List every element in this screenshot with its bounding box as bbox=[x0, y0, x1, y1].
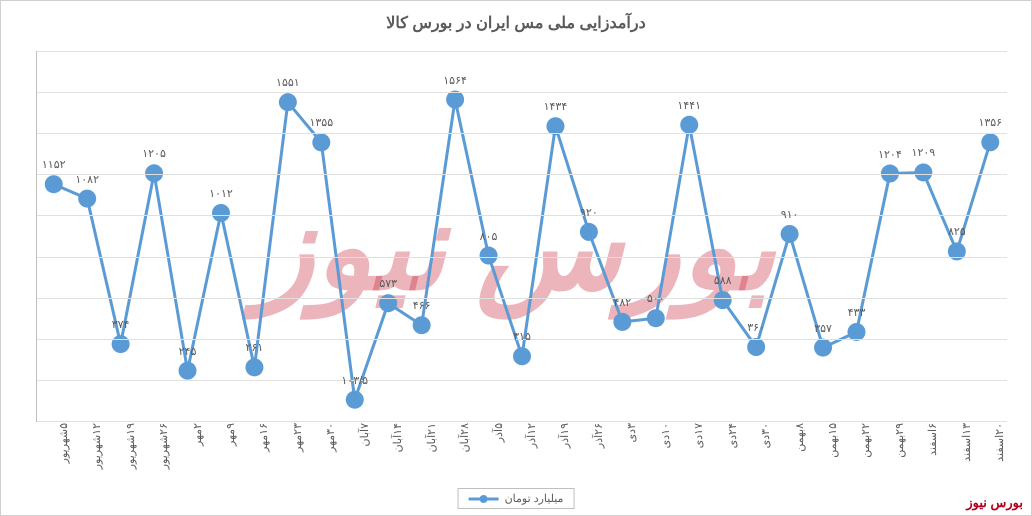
x-axis-label: ۲۶شهریور bbox=[157, 423, 170, 469]
data-marker bbox=[145, 164, 163, 182]
x-axis-label: ۱۲آذر bbox=[525, 423, 538, 448]
x-axis-label: ۳۰مهر bbox=[324, 423, 337, 452]
gridline bbox=[37, 215, 1007, 216]
x-axis-label: ۸بهمن bbox=[793, 423, 806, 452]
x-axis-label: ۲۳مهر bbox=[291, 423, 304, 452]
data-value-label: ۱۱۵۲ bbox=[42, 158, 66, 171]
x-axis-label: ۱۲شهریور bbox=[90, 423, 103, 469]
gridline bbox=[37, 92, 1007, 93]
data-value-label: ۴۸۲ bbox=[613, 296, 631, 309]
data-value-label: ۳۷۴ bbox=[112, 318, 130, 331]
data-value-label: ۵۸۸ bbox=[714, 274, 732, 287]
x-axis-label: ۲۴دی bbox=[726, 423, 739, 448]
data-value-label: ۵۷۳ bbox=[379, 277, 397, 290]
data-value-label: ۱۳۵۵ bbox=[309, 116, 333, 129]
data-value-label: ۱۲۰۹ bbox=[912, 146, 936, 159]
data-value-label: ۸۲۵ bbox=[948, 225, 966, 238]
x-axis-label: ۲۰اسفند bbox=[993, 423, 1006, 462]
data-value-label: ۵۰۰ bbox=[647, 292, 665, 305]
data-value-label: ۱۰۳/۵ bbox=[341, 374, 368, 387]
data-value-label: ۹۱۰ bbox=[781, 208, 799, 221]
x-axis-label: ۲۶آذر bbox=[592, 423, 605, 448]
gridline bbox=[37, 174, 1007, 175]
data-marker bbox=[312, 133, 330, 151]
gridline bbox=[37, 133, 1007, 134]
gridline bbox=[37, 380, 1007, 381]
data-marker bbox=[914, 163, 932, 181]
x-axis-label: ۱۳اسفند bbox=[960, 423, 973, 462]
data-value-label: ۱۳۵۶ bbox=[978, 116, 1002, 129]
data-value-label: ۹۲۰ bbox=[580, 206, 598, 219]
data-marker bbox=[714, 291, 732, 309]
data-marker bbox=[413, 316, 431, 334]
x-axis-label: ۵آذر bbox=[492, 423, 505, 442]
x-axis-label: ۲۸آبان bbox=[458, 423, 471, 452]
data-marker bbox=[680, 116, 698, 134]
data-marker bbox=[279, 93, 297, 111]
data-value-label: ۲۶۱ bbox=[246, 341, 264, 354]
data-marker bbox=[245, 358, 263, 376]
x-axis-label: ۲مهر bbox=[191, 423, 204, 446]
chart-container: درآمدزایی ملی مس ایران در بورس کالا بورس… bbox=[0, 0, 1032, 516]
x-axis-label: ۲۹بهمن bbox=[893, 423, 906, 458]
legend-marker-icon bbox=[469, 494, 499, 504]
data-marker bbox=[179, 362, 197, 380]
data-marker bbox=[981, 133, 999, 151]
x-axis-label: ۱۵بهمن bbox=[826, 423, 839, 458]
data-value-label: ۴۳۳ bbox=[848, 306, 866, 319]
gridline bbox=[37, 298, 1007, 299]
data-marker bbox=[613, 313, 631, 331]
data-value-label: ۱۴۳۴ bbox=[544, 100, 568, 113]
data-marker bbox=[346, 391, 364, 409]
data-marker bbox=[814, 339, 832, 357]
gridline bbox=[37, 257, 1007, 258]
x-axis-label: ۱۰دی bbox=[659, 423, 672, 448]
x-axis-label: ۱۷دی bbox=[692, 423, 705, 448]
x-axis-label: ۳۰دی bbox=[759, 423, 772, 448]
plot-area: ۱۱۵۲ ۱۰۸۲ ۳۷۴ ۱۲۰۵ ۲۴۵ ۱۰۱۲ ۲۶۱ ۱۵۵۱ ۱۳۵۵ ۱۰۳/۵ ۵۷… bbox=[36, 51, 1007, 422]
x-axis-label: ۱۹آذر bbox=[558, 423, 571, 448]
data-marker bbox=[747, 338, 765, 356]
data-value-label: ۳۵۷ bbox=[814, 322, 832, 335]
legend: میلیارد تومان bbox=[458, 488, 575, 509]
data-value-label: ۳۶۰ bbox=[747, 321, 765, 334]
data-marker bbox=[45, 175, 63, 193]
data-value-label: ۱۰۸۲ bbox=[75, 173, 99, 186]
data-marker bbox=[513, 347, 531, 365]
data-value-label: ۲۴۵ bbox=[179, 345, 197, 358]
data-marker bbox=[948, 242, 966, 260]
gridline bbox=[37, 51, 1007, 52]
data-value-label: ۱۵۶۴ bbox=[443, 74, 467, 87]
data-value-label: ۴۶۶ bbox=[413, 299, 431, 312]
x-axis-label: ۲۱آبان bbox=[425, 423, 438, 452]
data-value-label: ۸۰۵ bbox=[480, 230, 498, 243]
data-marker bbox=[647, 309, 665, 327]
x-axis-label: ۱۹شهریور bbox=[124, 423, 137, 469]
x-axis-label: ۶اسفند bbox=[926, 423, 939, 456]
data-marker bbox=[446, 91, 464, 109]
data-value-label: ۱۲۰۴ bbox=[878, 148, 902, 161]
x-axis-label: ۱۶مهر bbox=[257, 423, 270, 452]
data-marker bbox=[781, 225, 799, 243]
data-marker bbox=[480, 247, 498, 265]
x-axis-label: ۵شهریور bbox=[57, 423, 70, 463]
chart-title: درآمدزایی ملی مس ایران در بورس کالا bbox=[1, 1, 1031, 33]
x-axis-label: ۷آبان bbox=[358, 423, 371, 446]
data-value-label: ۱۲۰۵ bbox=[142, 147, 166, 160]
data-value-label: ۱۴۴۱ bbox=[677, 99, 701, 112]
data-value-label: ۱۰۱۲ bbox=[209, 187, 233, 200]
x-axis-label: ۹مهر bbox=[224, 423, 237, 446]
data-marker bbox=[580, 223, 598, 241]
x-axis-labels: ۵شهریور ۱۲شهریور ۱۹شهریور ۲۶شهریور ۲مهر ۹مهر ۱… bbox=[36, 423, 1006, 483]
data-value-label: ۱۵۵۱ bbox=[276, 76, 300, 89]
data-value-label: ۳۱۵ bbox=[513, 330, 531, 343]
line-chart-svg bbox=[37, 51, 1007, 421]
x-axis-label: ۱۴آبان bbox=[391, 423, 404, 452]
data-marker bbox=[212, 204, 230, 222]
data-marker bbox=[78, 190, 96, 208]
x-axis-label: ۳دی bbox=[625, 423, 638, 442]
x-axis-label: ۲۲بهمن bbox=[859, 423, 872, 458]
legend-label: میلیارد تومان bbox=[505, 492, 564, 505]
footer-brand: بورس نیوز bbox=[966, 495, 1023, 511]
